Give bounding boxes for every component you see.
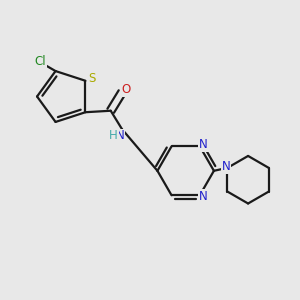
Text: S: S	[88, 72, 96, 85]
Text: O: O	[121, 83, 130, 96]
Text: N: N	[199, 138, 208, 152]
Text: Cl: Cl	[34, 55, 46, 68]
Text: N: N	[199, 190, 208, 203]
Text: H: H	[109, 129, 118, 142]
Text: N: N	[116, 129, 125, 142]
Text: N: N	[222, 160, 230, 173]
